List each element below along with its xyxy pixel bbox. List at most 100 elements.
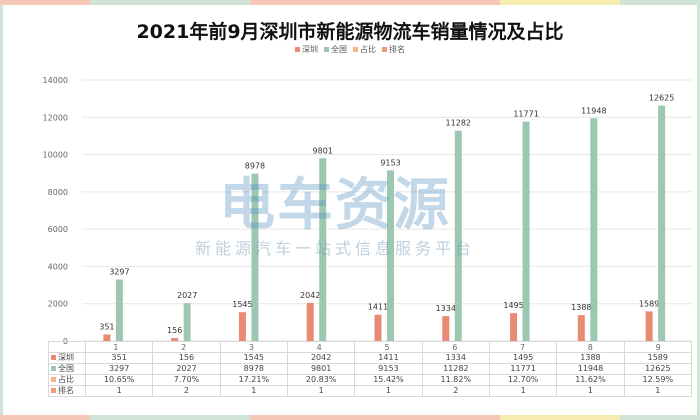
- legend-item: 全国: [324, 44, 347, 55]
- data-label: 1589: [639, 299, 659, 308]
- left-frame-bar: [0, 5, 3, 415]
- table-header-cell: [152, 341, 221, 353]
- table-row-header: 排名: [48, 385, 86, 397]
- bar-shenzhen: [171, 338, 179, 341]
- table-cell: 1: [84, 385, 154, 397]
- legend-label: 深圳: [302, 45, 318, 54]
- bar-shenzhen: [374, 314, 382, 341]
- bar-shenzhen: [645, 311, 653, 341]
- y-tick-label: 14000: [43, 76, 68, 85]
- bar-national: [590, 118, 598, 341]
- table-cell: 11282: [421, 363, 490, 375]
- table-cell: 7.70%: [152, 374, 221, 386]
- table-row: 占比 10.65% 7.70% 17.21% 20.83% 15.42% 11.82% 12.…: [48, 374, 693, 386]
- right-frame-bar: [697, 5, 700, 415]
- table-cell: 2027: [152, 363, 221, 375]
- table-cell: 15.42%: [354, 374, 423, 386]
- table-cell: 1: [488, 385, 558, 397]
- table-row-header: 占比: [48, 374, 86, 386]
- y-tick-label: 2000: [48, 300, 68, 309]
- table-cell: 1: [556, 385, 625, 397]
- chart-legend: 深圳 全国 占比 排名: [0, 44, 700, 55]
- data-label: 156: [167, 326, 182, 335]
- data-label: 12625: [649, 94, 674, 103]
- frame-segment: [0, 0, 90, 5]
- table-cell: 20.83%: [286, 374, 356, 386]
- table-cell: 1: [623, 385, 693, 397]
- table-cell: 1589: [623, 352, 693, 364]
- data-label: 9153: [380, 158, 400, 167]
- bottom-frame-bar: [0, 415, 700, 420]
- data-label: 2027: [177, 291, 197, 300]
- y-tick-label: 6000: [48, 225, 68, 234]
- frame-segment: [250, 0, 500, 5]
- bar-national: [658, 105, 666, 341]
- table-cell: 12.70%: [488, 374, 558, 386]
- table-cell: 1: [219, 385, 288, 397]
- table-cell: 12625: [623, 363, 693, 375]
- table-header-cell: [286, 341, 356, 353]
- frame-segment: [0, 415, 90, 420]
- table-cell: 11.82%: [421, 374, 490, 386]
- legend-swatch: [295, 47, 300, 52]
- table-header-cell: [219, 341, 288, 353]
- frame-segment: [620, 415, 700, 420]
- table-cell: 156: [152, 352, 221, 364]
- table-header-cell: [354, 341, 423, 353]
- table-header-cell: [84, 341, 154, 353]
- bar-national: [115, 279, 123, 341]
- table-cell: 3297: [84, 363, 154, 375]
- table-row-label: 深圳: [58, 353, 74, 362]
- table-cell: 1334: [421, 352, 490, 364]
- data-label: 11948: [581, 106, 606, 115]
- frame-segment: [500, 415, 620, 420]
- table-cell: 1411: [354, 352, 423, 364]
- legend-swatch: [324, 47, 329, 52]
- bar-national: [387, 170, 394, 341]
- table-cell: 2: [421, 385, 490, 397]
- legend-swatch: [353, 47, 358, 52]
- data-label: 11771: [513, 110, 538, 119]
- bar-national: [183, 303, 191, 341]
- frame-segment: [90, 415, 250, 420]
- table-cell: 11771: [488, 363, 558, 375]
- bar-shenzhen: [238, 312, 246, 341]
- table-row-swatch: [51, 388, 56, 393]
- legend-label: 占比: [360, 45, 376, 54]
- bar-shenzhen: [103, 334, 111, 341]
- table-cell: 11948: [556, 363, 625, 375]
- table-cell: 9153: [354, 363, 423, 375]
- table-header-cell: [488, 341, 558, 353]
- table-row-header: 全国: [48, 363, 86, 375]
- table-row: 全国 3297 2027 8978 9801 9153 11282 11771 11948 126…: [48, 363, 693, 375]
- bar-shenzhen: [510, 313, 518, 341]
- data-table: 深圳 351 156 1545 2042 1411 1334 1495 1388 1589 全国 32…: [48, 341, 693, 397]
- table-cell: 8978: [219, 363, 288, 375]
- frame-segment: [90, 0, 250, 5]
- table-cell: 2042: [286, 352, 356, 364]
- bar-national: [522, 121, 530, 341]
- table-cell: 12.59%: [623, 374, 693, 386]
- top-frame-bar: [0, 0, 700, 5]
- table-row-label: 全国: [58, 364, 74, 373]
- legend-item: 占比: [353, 44, 376, 55]
- y-tick-label: 12000: [43, 113, 68, 122]
- data-label: 1495: [503, 301, 523, 310]
- data-label: 351: [99, 322, 114, 331]
- table-cell: 9801: [286, 363, 356, 375]
- table-cell: 2: [152, 385, 221, 397]
- table-cell: 1495: [488, 352, 558, 364]
- data-label: 1545: [232, 300, 252, 309]
- data-label: 9801: [313, 146, 333, 155]
- table-row-swatch: [51, 355, 56, 360]
- table-cell: 10.65%: [84, 374, 154, 386]
- table-header-cell: [421, 341, 490, 353]
- y-tick-label: 4000: [48, 262, 68, 271]
- bar-national: [454, 130, 462, 341]
- table-row: 深圳 351 156 1545 2042 1411 1334 1495 1388 1589: [48, 352, 693, 364]
- table-row-swatch: [51, 377, 56, 382]
- table-cell: 11.62%: [556, 374, 625, 386]
- frame-segment: [250, 415, 500, 420]
- table-cell: 1545: [219, 352, 288, 364]
